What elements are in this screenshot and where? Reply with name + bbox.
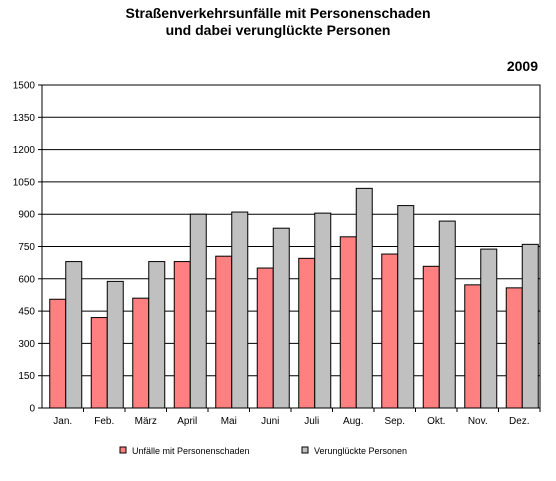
- bar-unfaelle-2: [90, 317, 108, 409]
- chart-title-line-2: und dabei verunglückte Personen: [165, 22, 391, 38]
- bar-verunglueckte-10: [438, 220, 456, 409]
- bar-unfaelle-7: [298, 257, 316, 409]
- bar-verunglueckte-7: [314, 212, 332, 409]
- y-tick-label-600: 600: [18, 274, 35, 285]
- x-tick-label-2: Feb.: [94, 416, 114, 427]
- x-axis-tick-labels: Jan. Feb. März April Mai Juni Juli Aug. Sep. Okt.…: [53, 416, 529, 427]
- bar-unfaelle-3: [132, 297, 150, 409]
- y-tick-label-450: 450: [18, 307, 35, 318]
- y-tick-label-900: 900: [18, 210, 35, 221]
- gridlines: [42, 84, 540, 377]
- bar-unfaelle-4: [173, 261, 191, 409]
- x-tick-label-11: Nov.: [468, 416, 488, 427]
- axes: [38, 84, 541, 412]
- x-tick-label-6: Juni: [261, 416, 279, 427]
- y-tick-label-1350: 1350: [13, 113, 36, 124]
- bar-unfaelle-6: [256, 267, 274, 409]
- legend-swatch-unfaelle: [119, 446, 127, 454]
- bars: [49, 187, 539, 409]
- bar-verunglueckte-11: [480, 248, 498, 409]
- x-tick-label-12: Dez.: [509, 416, 530, 427]
- year-label: 2009: [506, 58, 538, 74]
- bar-verunglueckte-2: [106, 280, 124, 409]
- legend: Unfälle mit Personenschaden Verunglückte …: [119, 446, 407, 456]
- y-tick-label-1050: 1050: [13, 177, 36, 188]
- y-axis-tick-labels: 0 150 300 450 600 750 900 1050 1200 1350 1500: [13, 81, 36, 415]
- x-tick-label-7: Juli: [304, 416, 319, 427]
- y-tick-label-150: 150: [18, 371, 35, 382]
- bar-unfaelle-11: [464, 284, 482, 409]
- legend-label-unfaelle: Unfälle mit Personenschaden: [132, 446, 250, 456]
- bar-unfaelle-8: [339, 236, 357, 409]
- x-tick-label-9: Sep.: [384, 416, 405, 427]
- bar-verunglueckte-12: [521, 243, 539, 409]
- x-tick-label-1: Jan.: [53, 416, 72, 427]
- bar-verunglueckte-3: [148, 261, 166, 409]
- bar-verunglueckte-8: [355, 187, 373, 409]
- bar-unfaelle-5: [215, 255, 233, 409]
- bar-verunglueckte-1: [65, 261, 83, 409]
- legend-label-verunglueckte: Verunglückte Personen: [314, 446, 407, 456]
- y-tick-label-300: 300: [18, 339, 35, 350]
- bar-verunglueckte-4: [189, 213, 207, 409]
- plot-frame: [41, 84, 541, 409]
- bar-verunglueckte-9: [397, 205, 415, 409]
- chart-title-line-1: Straßenverkehrsunfälle mit Personenschad…: [125, 5, 431, 21]
- x-tick-label-4: April: [177, 416, 197, 427]
- x-tick-label-5: Mai: [221, 416, 237, 427]
- bar-verunglueckte-6: [272, 227, 290, 409]
- y-tick-label-750: 750: [18, 242, 35, 253]
- bar-unfaelle-1: [49, 298, 67, 409]
- x-tick-label-3: März: [135, 416, 157, 427]
- bar-unfaelle-12: [505, 287, 523, 409]
- bar-unfaelle-9: [381, 253, 399, 409]
- x-tick-label-8: Aug.: [343, 416, 364, 427]
- y-tick-label-0: 0: [29, 404, 35, 415]
- y-tick-label-1500: 1500: [13, 81, 36, 92]
- bar-unfaelle-10: [422, 265, 440, 409]
- x-tick-label-10: Okt.: [427, 416, 445, 427]
- bar-verunglueckte-5: [231, 211, 249, 409]
- legend-swatch-verunglueckte: [301, 446, 309, 454]
- y-tick-label-1200: 1200: [13, 145, 36, 156]
- chart-title: Straßenverkehrsunfälle mit Personenschad…: [0, 5, 556, 39]
